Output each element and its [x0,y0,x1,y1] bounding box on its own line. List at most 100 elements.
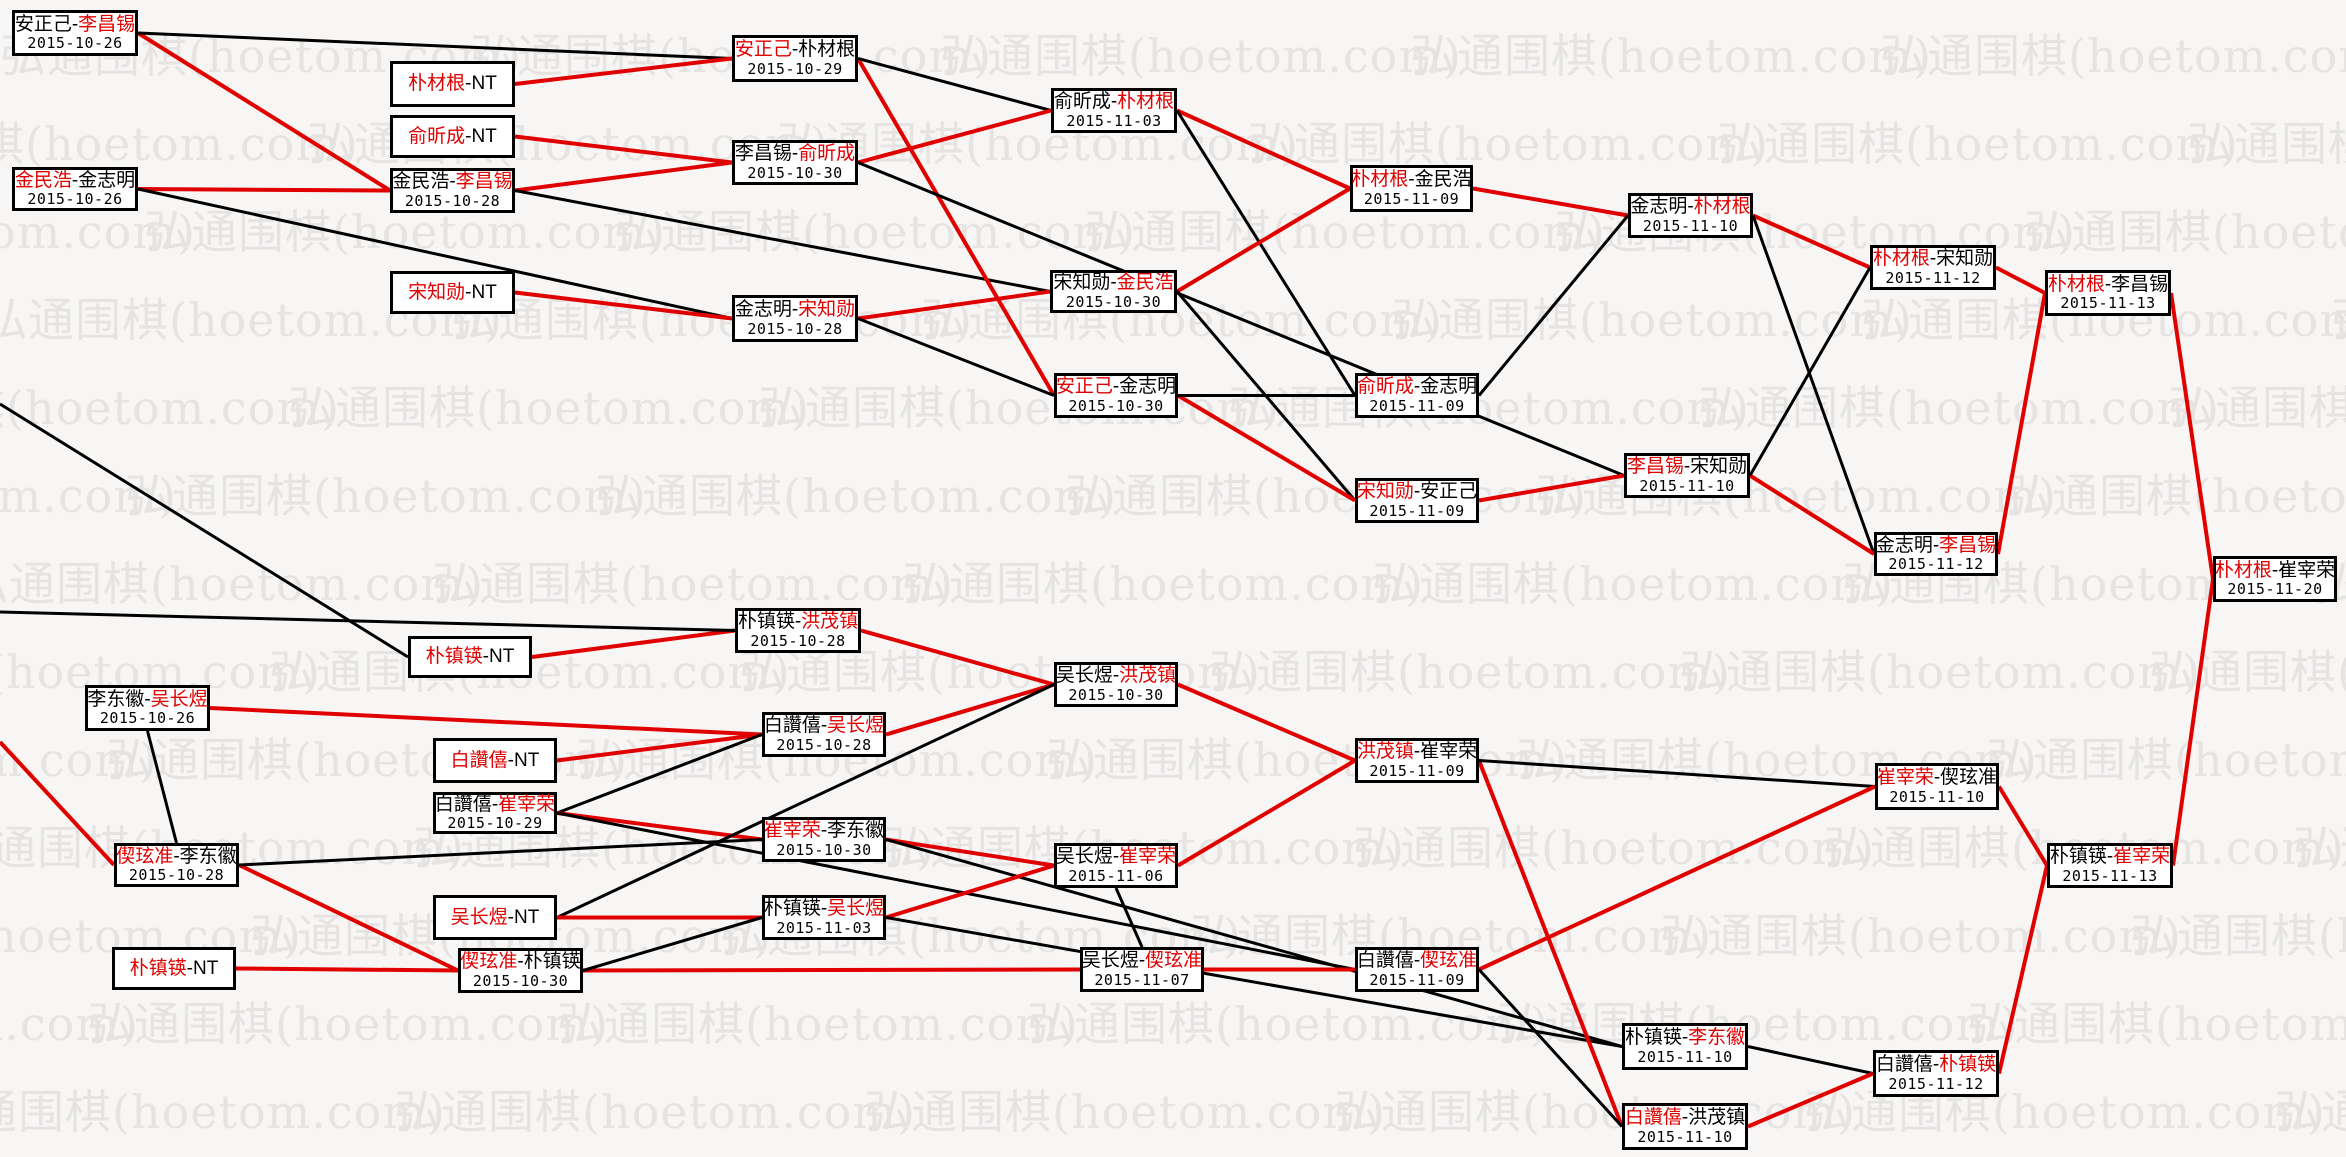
watermark-text: 弘通围棋(hoetom.com) [0,117,359,171]
match-box-B40: 朴镇锳-崔宰荣 2015-11-13 [2047,843,2173,888]
result-edge-black [514,189,1051,293]
player-name: 吴长煜 [1055,665,1113,687]
result-edge-black [0,610,736,632]
match-box-A2: 金民浩-金志明 2015-10-26 [12,167,138,211]
player-name: 李东徽 [827,820,885,842]
match-box-B34: 朴镇锳-NT [112,947,236,990]
match-players: 朴材根-崔宰荣 [2215,560,2335,581]
winner-name: 吴长煜 [827,715,885,737]
watermark-text: 弘通围棋(hoetom.com) [1209,645,1731,699]
match-players: 白讚僖-NT [451,750,540,771]
winner-name: 朴材根 [1693,196,1751,218]
match-date: 2015-10-28 [404,191,501,210]
watermark-text: 弘通围棋(hoetom.com) [940,29,1462,83]
vs-dash: - [71,169,79,191]
match-box-A14: 俞昕成-金志明 2015-11-09 [1355,373,1479,418]
result-edge-red [137,187,391,193]
match-date: 2015-10-29 [447,814,543,833]
result-edge-red [1176,108,1351,191]
watermark-text: 弘通围棋(hoetom.com) [0,557,484,611]
match-date: 2015-11-09 [1369,501,1465,520]
match-date: 2015-11-10 [1637,1127,1733,1146]
match-box-A9: 金志明-宋知勋 2015-10-28 [732,295,858,342]
vs-dash: - [465,73,472,95]
player-name: 李东徽 [87,688,145,710]
watermark-text: 弘通围棋(hoetom.com) [0,733,158,787]
match-players: 朴镇锳-NT [426,646,515,667]
match-date: 2015-11-09 [1369,396,1465,415]
result-edge-red [860,628,1055,687]
result-edge-black [885,838,1623,1048]
match-date: 2015-10-30 [776,840,872,859]
result-edge-red [136,31,392,193]
result-edge-black [1748,266,1872,477]
player-name: 宋知勋 [1053,272,1111,294]
result-edge-red [0,740,116,867]
winner-name: 俞昕成 [1356,376,1414,398]
match-box-A19: 金志明-李昌锡 2015-11-12 [1874,532,1998,576]
winner-name: 金民浩 [1116,272,1174,294]
match-date: 2015-11-13 [2060,294,2156,313]
match-box-A5: 金民浩-李昌锡 2015-10-28 [390,168,515,213]
result-edge-black [0,402,409,659]
match-box-B22: 朴镇锳-NT [408,636,532,678]
watermark-text: 弘通围棋(hoetom.com) [2331,284,2346,350]
result-edge-black [885,916,1623,1048]
match-players: 李昌锡-宋知勋 [1627,456,1747,477]
result-edge-black [1477,214,1630,397]
match-box-A16: 金志明-朴材根 2015-11-10 [1628,193,1753,238]
result-edge-red [1176,758,1357,868]
watermark-text: 弘通围棋(hoetom.com) [2005,469,2346,523]
match-players: 朴镇锳-NT [130,958,219,979]
vs-dash: - [507,906,514,928]
winner-name: 洪茂镇 [1119,665,1177,687]
match-box-A21: 朴材根-崔宰荣 2015-11-20 [2213,556,2337,602]
match-date: 2015-11-09 [1369,761,1465,780]
player-name: NT [489,646,515,668]
match-players: 金志明-李昌锡 [1876,535,1996,556]
winner-name: 崔宰荣 [1876,767,1934,789]
vs-dash: - [1110,91,1118,113]
player-name: 朴镇锳 [2049,846,2107,868]
watermark-text: 弘通围棋(hoetom.com) [2130,909,2346,963]
watermark-text: 弘通围棋(hoetom.com) [1660,909,2182,963]
watermark-text: 弘通围棋(hoetom.com) [1391,293,1913,347]
watermark-text: 弘通围棋(hoetom.com) [758,381,1280,435]
player-name: 金志明 [1630,196,1688,218]
match-box-B30: 偰玹准-李东徽 2015-10-28 [114,843,239,887]
watermark-text: 弘通围棋(hoetom.com) [1353,821,1875,875]
winner-name: 宋知勋 [798,299,856,321]
match-date: 2015-11-12 [1885,268,1981,287]
result-edge-red [514,134,733,165]
winner-name: 金民浩 [14,169,72,191]
player-name: 安正己 [1420,481,1478,503]
match-date: 2015-10-26 [99,709,196,728]
result-edge-black [1114,887,1144,948]
match-date: 2015-10-30 [472,971,569,990]
watermark-text: 弘通围棋(hoetom.com) [1410,29,1932,83]
match-date: 2015-11-10 [1889,787,1985,806]
result-edge-black [1477,968,1624,1128]
vs-dash: - [1681,1027,1689,1049]
result-edge-red [514,290,733,321]
player-name: 金志明 [734,299,792,321]
watermark-text: 弘通围棋(hoetom.com) [1372,557,1894,611]
match-box-B41: 朴镇锳-李东徽 2015-11-10 [1622,1023,1748,1070]
watermark-text: 弘通围棋(hoetom.com) [1535,469,2057,523]
vs-dash: - [2106,846,2114,868]
player-name: 金志明 [1420,376,1478,398]
result-edge-red [1996,292,2047,555]
match-box-A7: 安正己-朴材根 2015-10-29 [732,35,858,82]
vs-dash: - [2104,273,2112,295]
watermark-text: 弘通围棋(hoetom.com) [87,997,609,1051]
watermark-text: 弘通围棋(hoetom.com) [1228,381,1750,435]
match-box-B26: 白讚僖-吴长煜 2015-10-28 [762,712,886,757]
match-date: 2015-11-12 [1888,555,1984,574]
player-name: 金志明 [1119,376,1177,398]
watermark-text: 弘通围棋(hoetom.com) [470,29,992,83]
match-box-A12: 安正己-金志明 2015-10-30 [1054,373,1178,418]
match-players: 李昌锡-俞昕成 [735,143,855,164]
result-edge-red [857,108,1052,165]
player-name: 宋知勋 [1690,456,1748,478]
